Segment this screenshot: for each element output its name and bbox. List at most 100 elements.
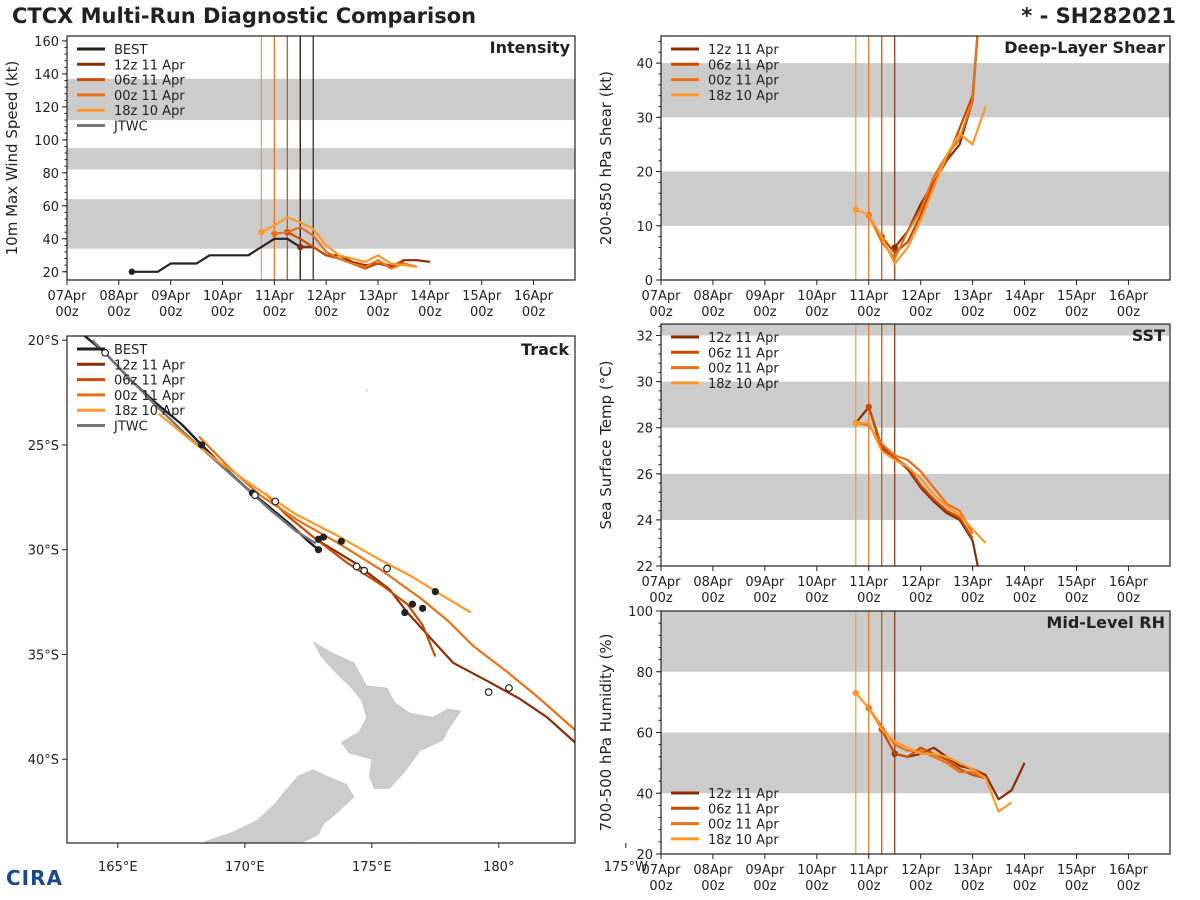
legend-label-18z-10-apr: 18z 10 Apr: [114, 104, 185, 119]
x-tick-label: 00z: [1065, 305, 1089, 320]
y-tick-label: 20: [42, 266, 59, 281]
y-tick-label: 30°S: [28, 544, 59, 559]
series-12z-11-apr: [894, 746, 1026, 801]
x-tick-label: 00z: [909, 305, 933, 320]
y-tick-label: 20°S: [28, 334, 59, 349]
shade-band-1: [661, 611, 1170, 672]
y-tick-label: 60: [636, 727, 653, 742]
x-tick-label: 00z: [805, 879, 829, 894]
panel-title: Track: [521, 340, 569, 359]
x-tick-label: 16Apr: [1109, 863, 1149, 878]
x-tick-label: 00z: [753, 305, 777, 320]
legend-label-00z-11-apr: 00z 11 Apr: [708, 74, 779, 89]
x-tick-label: 13Apr: [358, 289, 398, 304]
shade-band-0: [67, 199, 575, 249]
x-tick-label: 08Apr: [693, 289, 733, 304]
x-tick-label: 00z: [55, 305, 79, 320]
x-tick-label: 00z: [857, 591, 881, 606]
track-marker-open: [484, 688, 493, 697]
x-tick-label: 15Apr: [1057, 575, 1097, 590]
legend-label-12z-11-apr: 12z 11 Apr: [708, 331, 779, 346]
panel-track: 165°E 170°E 175°E 180° 175°W 20°S 25°S 30°S 35°S…: [28, 334, 648, 875]
panel-title: Intensity: [490, 38, 571, 57]
x-tick-label: 07Apr: [641, 575, 681, 590]
track-marker-open: [251, 491, 259, 500]
y-tick-label: 0: [645, 274, 653, 289]
x-tick-label: 00z: [1065, 591, 1089, 606]
legend-label-best: BEST: [114, 343, 147, 358]
series-18z-10-apr: [260, 216, 418, 268]
series-best: [131, 237, 314, 273]
y-tick-label: 10: [636, 220, 653, 235]
start-point-18z-10-apr: [852, 689, 859, 697]
x-tick-label: 00z: [857, 305, 881, 320]
y-tick-label: 30: [636, 376, 653, 391]
legend-label-18z-10-apr: 18z 10 Apr: [708, 833, 779, 848]
y-tick-label: 40°S: [28, 753, 59, 768]
series-06z-11-apr: [867, 406, 974, 539]
plot-frame: [660, 35, 1171, 281]
x-tick-label: 10Apr: [797, 575, 837, 590]
track-marker-open: [360, 566, 369, 575]
x-tick-label: 12Apr: [307, 289, 347, 304]
panel-rh: 2040608010007Apr00z08Apr00z09Apr00z10Apr…: [597, 605, 1171, 894]
x-tick-label: 170°E: [225, 860, 265, 875]
x-tick-label: 00z: [701, 879, 725, 894]
x-tick-label: 11Apr: [849, 289, 889, 304]
start-point-best: [128, 268, 135, 275]
track-marker-filled: [401, 608, 409, 617]
x-tick-label: 00z: [961, 879, 985, 894]
plot-frame: [660, 323, 1171, 567]
panel-title: SST: [1132, 326, 1165, 345]
shade-band-2: [67, 78, 575, 121]
start-point-12z-11-apr: [891, 244, 898, 251]
y-tick-label: 20: [636, 848, 653, 863]
panel-sst: 22242628303207Apr00z08Apr00z09Apr00z10Ap…: [597, 323, 1171, 606]
x-tick-label: 14Apr: [1005, 863, 1045, 878]
x-tick-label: 00z: [753, 591, 777, 606]
land-south-island: [203, 769, 355, 843]
x-tick-label: 07Apr: [641, 289, 681, 304]
x-tick-label: 165°E: [98, 860, 138, 875]
legend-label-06z-11-apr: 06z 11 Apr: [114, 74, 185, 89]
x-tick-label: 10Apr: [203, 289, 243, 304]
start-point-18z-10-apr: [852, 419, 859, 427]
y-tick-label: 40: [42, 233, 59, 248]
x-tick-label: 09Apr: [745, 863, 785, 878]
x-tick-label: 07Apr: [641, 863, 681, 878]
track-00z-11-apr: [198, 435, 575, 732]
legend-label-00z-11-apr: 00z 11 Apr: [114, 389, 185, 404]
x-tick-label: 15Apr: [1057, 289, 1097, 304]
track-marker-open: [383, 564, 391, 573]
track-marker-filled: [319, 533, 328, 541]
x-tick-label: 00z: [805, 591, 829, 606]
legend-label-18z-10-apr: 18z 10 Apr: [114, 404, 185, 419]
cira-logo-text: CIRA: [6, 866, 63, 890]
x-tick-label: 16Apr: [1109, 289, 1149, 304]
x-tick-label: 00z: [649, 305, 673, 320]
x-tick-label: 00z: [1013, 879, 1037, 894]
x-tick-label: 14Apr: [1005, 289, 1045, 304]
track-marker-filled: [431, 587, 439, 596]
y-tick-label: 80: [636, 666, 653, 681]
panel-intensity: 2040608010012014016007Apr00z08Apr00z09Ap…: [3, 35, 576, 320]
y-axis-label: Sea Surface Temp (°C): [597, 360, 615, 529]
y-tick-label: 26: [636, 468, 653, 483]
y-tick-label: 40: [636, 57, 653, 72]
track-marker-filled: [419, 604, 427, 612]
x-tick-label: 09Apr: [151, 289, 191, 304]
x-tick-label: 00z: [1117, 305, 1141, 320]
x-tick-label: 00z: [857, 879, 881, 894]
y-tick-label: 80: [42, 167, 59, 182]
x-tick-label: 00z: [314, 305, 338, 320]
legend-label-18z-10-apr: 18z 10 Apr: [708, 377, 779, 392]
x-tick-label: 10Apr: [797, 863, 837, 878]
y-tick-label: 32: [636, 330, 653, 345]
x-tick-label: 14Apr: [410, 289, 450, 304]
x-tick-label: 00z: [211, 305, 235, 320]
x-tick-label: 08Apr: [693, 575, 733, 590]
x-tick-label: 175°E: [352, 860, 392, 875]
x-tick-label: 00z: [263, 305, 287, 320]
